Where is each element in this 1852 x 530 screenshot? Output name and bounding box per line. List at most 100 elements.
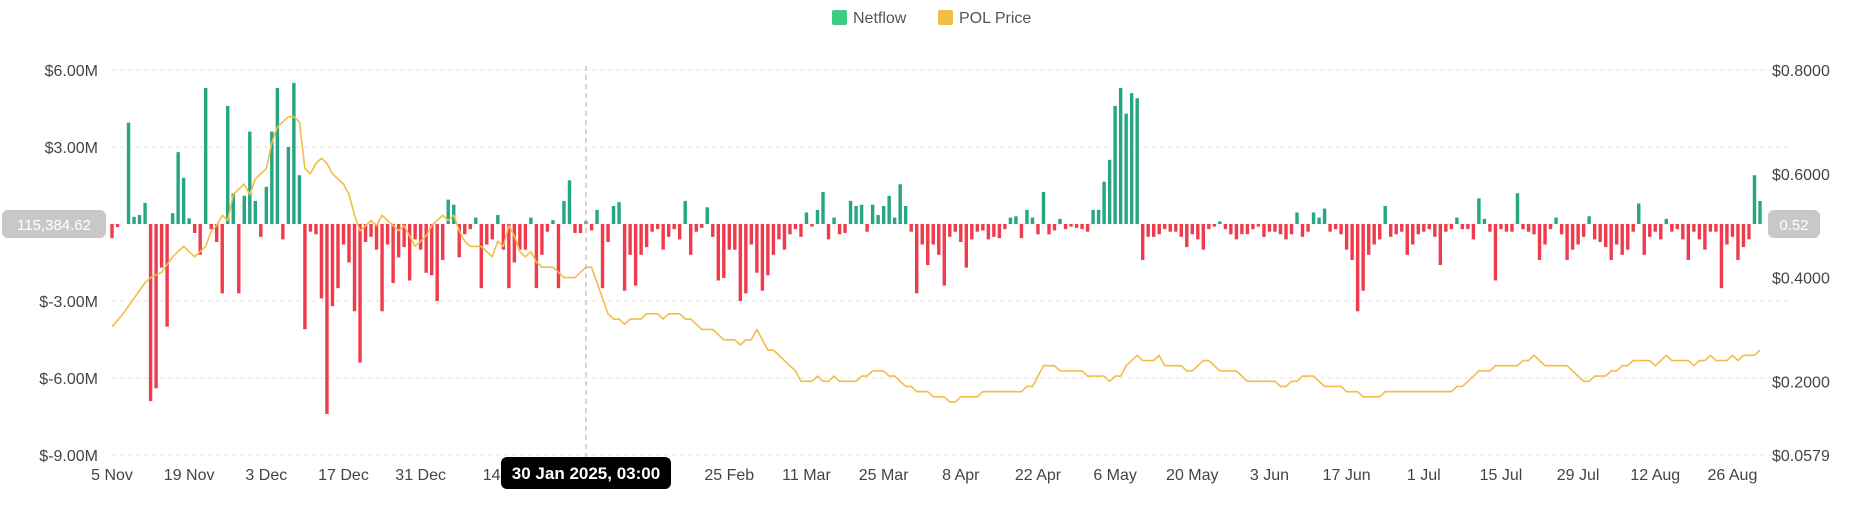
netflow-bar[interactable]	[942, 224, 946, 286]
netflow-bar[interactable]	[1085, 224, 1090, 232]
netflow-bar[interactable]	[407, 224, 412, 281]
netflow-bar[interactable]	[964, 224, 969, 268]
netflow-bar[interactable]	[821, 191, 825, 224]
netflow-bar[interactable]	[1394, 224, 1398, 235]
netflow-bar[interactable]	[1262, 224, 1266, 237]
netflow-bar[interactable]	[551, 220, 555, 224]
netflow-bar[interactable]	[1328, 224, 1332, 232]
netflow-bar[interactable]	[810, 224, 814, 227]
netflow-bar[interactable]	[1449, 224, 1454, 230]
netflow-bar[interactable]	[325, 224, 329, 414]
netflow-bar[interactable]	[1444, 224, 1448, 232]
netflow-bar[interactable]	[1532, 224, 1536, 235]
netflow-bar[interactable]	[132, 216, 136, 224]
netflow-bar[interactable]	[534, 224, 539, 289]
netflow-bar[interactable]	[832, 217, 836, 224]
netflow-bar[interactable]	[1251, 224, 1255, 230]
netflow-bar[interactable]	[512, 224, 517, 263]
netflow-bar[interactable]	[1603, 224, 1608, 248]
netflow-bar[interactable]	[953, 224, 957, 232]
netflow-bar[interactable]	[738, 224, 743, 301]
netflow-bar[interactable]	[1041, 191, 1046, 224]
netflow-bar[interactable]	[1278, 224, 1283, 235]
netflow-bar[interactable]	[1488, 224, 1492, 232]
netflow-bar[interactable]	[678, 224, 682, 240]
netflow-bar[interactable]	[523, 224, 528, 250]
netflow-bar[interactable]	[1025, 209, 1029, 224]
netflow-bar[interactable]	[303, 224, 307, 330]
legend-label-price[interactable]: POL Price	[959, 10, 1031, 27]
netflow-bar[interactable]	[622, 224, 627, 291]
netflow-bar[interactable]	[854, 206, 858, 224]
netflow-bar[interactable]	[358, 224, 362, 363]
netflow-bar[interactable]	[110, 224, 114, 239]
netflow-bar[interactable]	[1008, 217, 1013, 224]
netflow-bar[interactable]	[826, 224, 831, 240]
netflow-bar[interactable]	[490, 224, 495, 240]
netflow-bar[interactable]	[1300, 224, 1305, 237]
netflow-bar[interactable]	[683, 200, 687, 224]
netflow-bar[interactable]	[148, 224, 153, 402]
netflow-bar[interactable]	[744, 224, 748, 294]
netflow-bar[interactable]	[1355, 224, 1360, 312]
netflow-bar[interactable]	[1637, 203, 1641, 224]
netflow-bar[interactable]	[771, 224, 776, 255]
netflow-bar[interactable]	[1433, 224, 1437, 237]
netflow-bar[interactable]	[1565, 224, 1569, 260]
netflow-bar[interactable]	[1686, 224, 1691, 260]
netflow-bar[interactable]	[1047, 224, 1051, 235]
netflow-bar[interactable]	[457, 224, 461, 258]
netflow-bar[interactable]	[793, 224, 798, 230]
netflow-bar[interactable]	[237, 224, 241, 294]
netflow-bar[interactable]	[617, 202, 621, 224]
netflow-bar[interactable]	[1118, 87, 1123, 224]
netflow-bar[interactable]	[363, 224, 368, 242]
netflow-bar[interactable]	[336, 224, 340, 289]
netflow-bar[interactable]	[727, 224, 732, 250]
netflow-bar[interactable]	[909, 224, 913, 232]
netflow-bar[interactable]	[997, 224, 1002, 239]
netflow-bar[interactable]	[1411, 224, 1415, 245]
netflow-bar[interactable]	[385, 224, 390, 245]
netflow-bar[interactable]	[1614, 224, 1619, 245]
netflow-bar[interactable]	[341, 224, 346, 245]
netflow-bar[interactable]	[606, 224, 610, 242]
netflow-bar[interactable]	[1416, 224, 1420, 235]
netflow-bar[interactable]	[1196, 224, 1200, 240]
netflow-bar[interactable]	[1289, 224, 1294, 235]
netflow-bar[interactable]	[1559, 224, 1564, 235]
netflow-bar[interactable]	[1107, 159, 1112, 224]
price-line[interactable]	[111, 115, 1761, 403]
netflow-bar[interactable]	[986, 224, 991, 240]
netflow-bar[interactable]	[1389, 224, 1393, 237]
netflow-bar[interactable]	[297, 175, 302, 224]
netflow-bar[interactable]	[1295, 212, 1299, 224]
netflow-bar[interactable]	[1609, 224, 1613, 260]
netflow-bar[interactable]	[1670, 224, 1674, 232]
netflow-bar[interactable]	[452, 204, 456, 224]
netflow-bar[interactable]	[639, 224, 643, 255]
netflow-bar[interactable]	[788, 224, 792, 235]
netflow-bar[interactable]	[1322, 208, 1327, 224]
netflow-bar[interactable]	[347, 224, 351, 263]
netflow-bar[interactable]	[915, 224, 919, 294]
netflow-bar[interactable]	[1311, 212, 1316, 224]
netflow-bar[interactable]	[1400, 224, 1404, 232]
netflow-bar[interactable]	[749, 224, 754, 245]
netflow-bar[interactable]	[1140, 224, 1145, 260]
netflow-bar[interactable]	[1152, 224, 1156, 237]
netflow-bar[interactable]	[1620, 224, 1624, 255]
netflow-bar[interactable]	[1460, 224, 1465, 230]
netflow-bar[interactable]	[1697, 224, 1702, 240]
netflow-bar[interactable]	[1212, 224, 1217, 227]
netflow-bar[interactable]	[1240, 224, 1244, 235]
netflow-bar[interactable]	[220, 224, 224, 294]
netflow-bar[interactable]	[187, 218, 191, 224]
netflow-bar[interactable]	[948, 224, 952, 237]
netflow-bar[interactable]	[1752, 175, 1757, 224]
netflow-bar[interactable]	[903, 206, 908, 224]
netflow-bar[interactable]	[1515, 193, 1520, 224]
netflow-bar[interactable]	[1223, 224, 1228, 230]
netflow-bar[interactable]	[1058, 218, 1062, 224]
netflow-bar[interactable]	[1201, 224, 1206, 250]
